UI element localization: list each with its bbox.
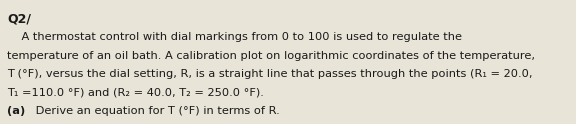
Text: A thermostat control with dial markings from 0 to 100 is used to regulate the: A thermostat control with dial markings …	[7, 32, 462, 42]
Text: T (°F), versus the dial setting, R, is a straight line that passes through the p: T (°F), versus the dial setting, R, is a…	[7, 69, 532, 79]
Text: Derive an equation for T (°F) in terms of R.: Derive an equation for T (°F) in terms o…	[32, 106, 279, 116]
Text: temperature of an oil bath. A calibration plot on logarithmic coordinates of the: temperature of an oil bath. A calibratio…	[7, 51, 535, 61]
Text: Q2/: Q2/	[7, 12, 31, 25]
Text: (a): (a)	[7, 106, 25, 116]
Text: T₁ =110.0 °F) and (R₂ = 40.0, T₂ = 250.0 °F).: T₁ =110.0 °F) and (R₂ = 40.0, T₂ = 250.0…	[7, 87, 264, 97]
